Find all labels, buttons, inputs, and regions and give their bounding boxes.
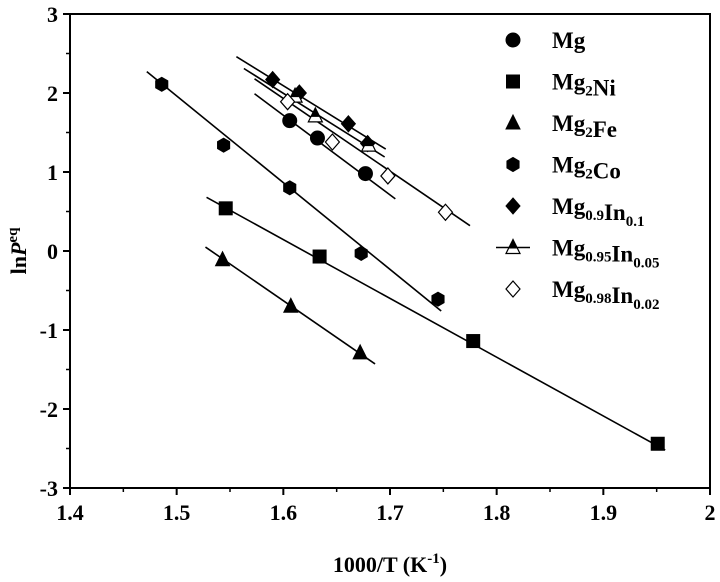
legend: Mg Mg2Ni Mg2Fe Mg2Co Mg0.9In0.1 Mg0.95In0.05 M… (496, 28, 659, 313)
data-point (282, 113, 298, 129)
x-tick-label: 1.6 (270, 500, 298, 525)
data-point-fill (290, 88, 300, 98)
x-tick-label: 1.5 (163, 500, 191, 525)
legend-label: Mg0.98In0.02 (552, 277, 659, 313)
y-tick-label: 0 (47, 239, 58, 264)
legend-label: Mg0.9In0.1 (552, 194, 644, 230)
data-point (650, 436, 665, 451)
legend-item-2: Mg2Fe (505, 111, 617, 142)
legend-item-4: Mg0.9In0.1 (505, 194, 644, 230)
data-point (324, 133, 341, 151)
legend-item-0: Mg (505, 28, 586, 53)
axes: 1.4 1.5 1.6 1.7 1.8 1.9 2 -3 -2 -1 0 1 2 3 1000/T (K-1… (5, 2, 716, 577)
y-tick-label: 2 (47, 81, 58, 106)
series-1 (218, 201, 665, 451)
y-tick-label: -2 (40, 397, 58, 422)
fit-line-1 (206, 196, 666, 451)
series-5 (287, 86, 377, 152)
fit-line-0 (254, 93, 396, 200)
data-point (282, 297, 299, 313)
data-point (312, 249, 327, 264)
x-tick-label: 1.8 (483, 500, 511, 525)
data-point (217, 137, 231, 153)
data-point (380, 167, 396, 185)
data-point (340, 115, 357, 133)
fit-line-4 (235, 55, 387, 150)
legend-label: Mg2Co (552, 153, 621, 184)
legend-marker (505, 280, 521, 298)
series-3 (155, 76, 445, 307)
x-tick-label: 1.4 (56, 500, 84, 525)
legend-label: Mg2Fe (552, 111, 617, 142)
data-point-fill (364, 137, 374, 147)
legend-marker-fill (508, 239, 518, 249)
x-tick-label: 1.9 (590, 500, 618, 525)
data-point (214, 250, 231, 267)
legend-item-3: Mg2Co (506, 153, 621, 184)
x-axis-title: 1000/T (K-1) (333, 551, 447, 577)
legend-marker (506, 156, 520, 173)
data-point (357, 166, 373, 182)
legend-item-6: Mg0.98In0.02 (505, 277, 659, 313)
x-tick-label: 1.7 (376, 500, 404, 525)
data-point (352, 343, 368, 360)
legend-label: Mg0.95In0.05 (552, 236, 659, 272)
data-point (309, 130, 325, 146)
legend-marker (506, 74, 520, 89)
data-point (218, 201, 233, 216)
data-point (466, 334, 481, 349)
series-0 (282, 113, 373, 182)
y-tick-label: -3 (40, 476, 58, 501)
legend-marker (505, 197, 521, 215)
data-markers (155, 70, 665, 451)
series-2 (214, 250, 368, 360)
data-point (155, 76, 169, 92)
y-tick-label: 3 (47, 2, 58, 27)
x-tick-label: 2 (705, 500, 716, 525)
data-point (431, 291, 445, 307)
data-point (265, 70, 281, 89)
legend-item-1: Mg2Ni (506, 70, 616, 101)
y-axis-title: lnPeq (5, 227, 31, 274)
legend-marker (505, 32, 521, 48)
data-point (354, 245, 368, 261)
y-tick-label: -1 (40, 318, 58, 343)
data-point (279, 92, 296, 111)
y-tick-label: 1 (47, 160, 58, 185)
data-point-fill (310, 107, 320, 117)
data-point (283, 180, 297, 196)
legend-marker (505, 113, 521, 130)
legend-item-5: Mg0.95In0.05 (496, 236, 659, 272)
series-6 (279, 92, 454, 222)
legend-label: Mg2Ni (552, 70, 616, 101)
legend-label: Mg (552, 28, 586, 53)
data-point (437, 203, 454, 222)
